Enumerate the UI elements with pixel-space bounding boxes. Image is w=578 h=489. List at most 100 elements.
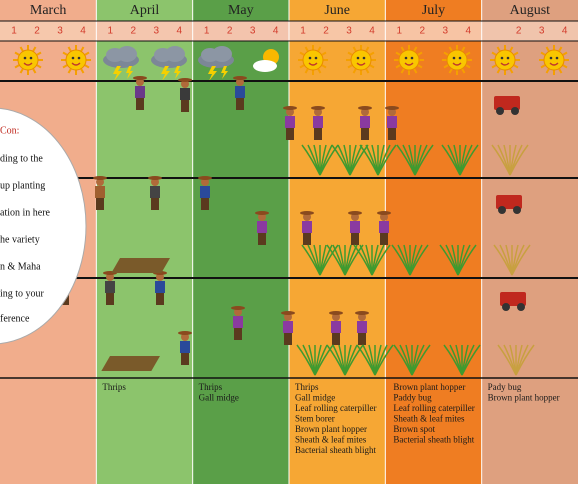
farmer-legs <box>96 198 104 210</box>
farmer-legs <box>332 333 340 345</box>
sun-ray <box>347 51 353 56</box>
week-row <box>289 21 386 41</box>
farmer-legs <box>303 233 311 245</box>
week-row <box>385 21 482 41</box>
week-row <box>481 21 578 41</box>
sun-ray <box>465 64 471 69</box>
sun-ray <box>347 64 353 69</box>
note-line: ing to your <box>0 288 45 299</box>
sun-ray <box>400 46 405 52</box>
farmer-body <box>150 186 160 198</box>
farmer-body <box>357 321 367 333</box>
farmer-body <box>135 86 145 98</box>
sun-eye <box>29 56 33 60</box>
farmer-hat <box>300 211 314 215</box>
sun-ray <box>562 64 568 69</box>
farmer-body <box>331 321 341 333</box>
rice-leaf <box>511 244 531 276</box>
month-name: August <box>510 3 551 18</box>
farmer-body <box>257 221 267 233</box>
farmer-legs <box>358 333 366 345</box>
farmer-head <box>136 78 144 86</box>
week-number: 2 <box>34 26 40 37</box>
farmer-body <box>283 321 293 333</box>
sun-ray <box>84 64 90 69</box>
sun-ray <box>62 64 68 69</box>
sun-ray <box>321 64 327 69</box>
sun-eye <box>71 56 75 60</box>
farmer-head <box>234 308 242 316</box>
sun <box>350 49 372 71</box>
pest: Gall midge <box>199 393 239 403</box>
sun-ray <box>395 64 401 69</box>
month-column <box>192 0 289 484</box>
pest: Pady bug <box>488 382 522 392</box>
week-number: 4 <box>273 26 279 37</box>
wheel <box>517 303 525 311</box>
wheel <box>496 107 504 115</box>
sun-ray <box>365 68 370 74</box>
sun-ray <box>509 46 514 52</box>
farmer-legs <box>314 128 322 140</box>
farmer-head <box>351 213 359 221</box>
sun-ray <box>545 68 550 74</box>
farmer-body <box>387 116 397 128</box>
farmer-legs <box>258 233 266 245</box>
week-number: 2 <box>227 26 233 37</box>
week-number: 3 <box>346 26 352 37</box>
farmer-head <box>201 178 209 186</box>
sun-ray <box>369 51 375 56</box>
cloud <box>165 46 185 62</box>
week-number: 1 <box>204 26 210 37</box>
sun-eye <box>500 56 504 60</box>
sun-ray <box>443 51 449 56</box>
farmer-body <box>180 341 190 353</box>
week-number: 1 <box>108 26 114 37</box>
nursery <box>111 258 170 273</box>
wheel <box>513 206 521 214</box>
bolt <box>221 66 228 79</box>
sun-ray <box>67 68 72 74</box>
week-row <box>96 21 193 41</box>
note-bubble <box>0 107 87 345</box>
note-line: he variety <box>0 234 40 245</box>
rice-leaf <box>414 144 434 176</box>
note-line: up planting <box>0 180 45 191</box>
sun-ray <box>84 51 90 56</box>
sun-ray <box>562 51 568 56</box>
pest: Sheath & leaf mites <box>295 435 367 445</box>
sun-ray <box>80 46 85 52</box>
note-title: Con: <box>0 125 19 136</box>
pest: Brown plant hopper <box>488 393 560 403</box>
pest: Bacterial sheath blight <box>295 445 376 455</box>
harvester <box>496 195 522 209</box>
cloud <box>253 60 277 72</box>
farmer-head <box>258 213 266 221</box>
sun-mouth <box>356 62 366 66</box>
rice-leaf <box>377 144 397 176</box>
sun-eye <box>555 56 559 60</box>
sun-ray <box>545 46 550 52</box>
farmer-body <box>285 116 295 128</box>
farmer-body <box>302 221 312 233</box>
rice-leaf <box>319 244 339 276</box>
sun <box>17 49 39 71</box>
week-number: 4 <box>177 26 183 37</box>
sun-ray <box>14 51 20 56</box>
week-number: 4 <box>80 26 86 37</box>
sun-ray <box>413 46 418 52</box>
sun-eye <box>506 56 510 60</box>
sun-ray <box>352 46 357 52</box>
cloud <box>117 46 137 62</box>
farmer-head <box>181 80 189 88</box>
month-name: June <box>324 3 350 18</box>
week-number: 2 <box>420 26 426 37</box>
week-row <box>192 21 289 41</box>
farmer-head <box>380 213 388 221</box>
farmer-hat <box>133 76 147 80</box>
pest: Sheath & leaf mites <box>393 414 465 424</box>
pest: Thrips <box>102 382 126 392</box>
sun-ray <box>32 68 37 74</box>
pest: Gall midge <box>295 393 335 403</box>
bolt <box>126 66 133 79</box>
